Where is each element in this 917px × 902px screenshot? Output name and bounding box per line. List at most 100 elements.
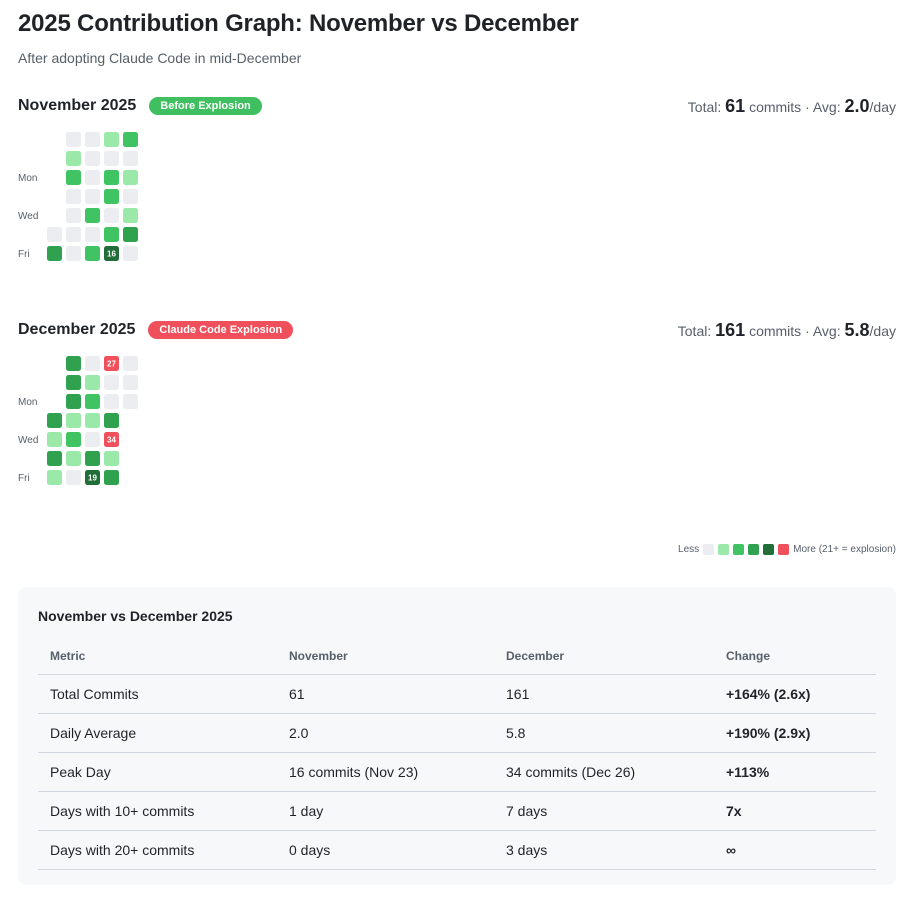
comparison-panel: November vs December 2025: [18, 587, 896, 885]
november-total-value: 61: [725, 96, 746, 116]
december-commits-label: commits · Avg:: [749, 323, 841, 339]
heatmap-cell: [85, 227, 100, 242]
legend-swatch-explosion: [778, 544, 790, 555]
heatmap-cell: [85, 470, 100, 485]
heatmap-cell: [85, 151, 100, 166]
heatmap-cell: [47, 432, 62, 447]
heatmap-cell: [85, 170, 100, 185]
heatmap-cell: [123, 246, 138, 261]
legend-swatch-level-4: [763, 544, 775, 555]
december-total-value: 161: [715, 320, 746, 340]
header-change: Change: [726, 649, 771, 663]
heatmap-cell: [104, 432, 119, 447]
december-badge: Claude Code Explosion: [148, 321, 294, 339]
december-title: December 2025: [18, 321, 136, 338]
november-totals: Total: 61 commits · Avg: 2.0/day: [688, 96, 896, 117]
table-header-row: Metric November December Change: [38, 638, 876, 675]
heatmap-cell: [123, 132, 138, 147]
november-badge: Before Explosion: [149, 97, 262, 115]
december-per-day: /day: [869, 323, 896, 339]
heatmap-cell: [85, 189, 100, 204]
cell-change: +190% (2.9x): [726, 725, 811, 741]
cell-value-label: 27: [107, 360, 116, 369]
heatmap-cell: [104, 451, 119, 466]
cell-december: 7 days: [506, 803, 548, 819]
day-label: Mon: [18, 397, 37, 408]
heatmap-cell: [104, 470, 119, 485]
cell-november: 1 day: [289, 803, 324, 819]
cell-value-label: 19: [88, 474, 97, 483]
table-row: Daily Average 2.0 5.8 +190% (2.9x): [38, 714, 876, 753]
heatmap-cell: [85, 451, 100, 466]
cell-change: 7x: [726, 803, 742, 819]
heatmap-cell: [66, 375, 81, 390]
heatmap-cell: [85, 375, 100, 390]
legend-swatch-level-2: [733, 544, 745, 555]
heatmap-cell: [66, 132, 81, 147]
cell-change: +113%: [726, 764, 770, 780]
table-row: Days with 10+ commits 1 day 7 days 7x: [38, 792, 876, 831]
heatmap-cell: [47, 246, 62, 261]
cell-december: 161: [506, 686, 530, 702]
heatmap-cell: [123, 375, 138, 390]
cell-november: 61: [289, 686, 305, 702]
heatmap-cell: [66, 208, 81, 223]
december-totals: Total: 161 commits · Avg: 5.8/day: [678, 320, 896, 341]
comparison-title: November vs December 2025: [38, 608, 233, 624]
heatmap-cell: [104, 356, 119, 371]
november-avg-value: 2.0: [844, 96, 870, 116]
day-label: Mon: [18, 173, 37, 184]
heatmap-cell: [104, 189, 119, 204]
heatmap-cell: [85, 246, 100, 261]
cell-metric: Days with 10+ commits: [50, 803, 195, 819]
cell-value-label: 34: [107, 436, 116, 445]
legend-more-label: More (21+ = explosion): [793, 544, 896, 555]
legend-swatch-level-3: [748, 544, 760, 555]
december-header: December 2025 Claude Code Explosion: [18, 321, 294, 339]
header-november: November: [289, 649, 348, 663]
header-metric: Metric: [50, 649, 86, 663]
day-label: Wed: [18, 211, 38, 222]
november-commits-label: commits · Avg:: [749, 99, 841, 115]
heatmap-cell: [66, 170, 81, 185]
heatmap-cell: [123, 151, 138, 166]
heatmap-cell: [123, 227, 138, 242]
heatmap-cell: [123, 170, 138, 185]
header-december: December: [506, 649, 565, 663]
heatmap-cell: [123, 394, 138, 409]
heatmap-cell: [85, 132, 100, 147]
cell-change: ∞: [726, 842, 736, 858]
heatmap-cell: [104, 132, 119, 147]
heatmap-cell: [104, 208, 119, 223]
cell-metric: Peak Day: [50, 764, 111, 780]
heatmap-cell: [66, 227, 81, 242]
heatmap-cell: [66, 151, 81, 166]
heatmap-cell: [104, 375, 119, 390]
heatmap-cell: [85, 394, 100, 409]
heatmap-cell: [104, 151, 119, 166]
heatmap-cell: [66, 246, 81, 261]
table-row: Peak Day 16 commits (Nov 23) 34 commits …: [38, 753, 876, 792]
legend-swatch-level-0: [703, 544, 715, 555]
heatmap-cell: [47, 413, 62, 428]
cell-metric: Total Commits: [50, 686, 139, 702]
legend-swatch-level-1: [718, 544, 730, 555]
heatmap-cell: [85, 413, 100, 428]
cell-december: 3 days: [506, 842, 548, 858]
december-total-label: Total:: [677, 323, 712, 339]
day-label: Wed: [18, 435, 38, 446]
legend: Less More (21+ = explosion): [678, 544, 896, 555]
heatmap-cell: [104, 227, 119, 242]
heatmap-cell: [66, 470, 81, 485]
day-label: Fri: [18, 249, 30, 260]
table-row: Days with 20+ commits 0 days 3 days ∞: [38, 831, 876, 870]
heatmap-cell: [66, 394, 81, 409]
heatmap-cell: [47, 451, 62, 466]
cell-december: 5.8: [506, 725, 526, 741]
heatmap-cell: [104, 246, 119, 261]
november-title: November 2025: [18, 97, 137, 114]
table-row: Total Commits 61 161 +164% (2.6x): [38, 675, 876, 714]
heatmap-cell: [47, 227, 62, 242]
comparison-table: Metric November December Change Total Co…: [38, 638, 876, 870]
